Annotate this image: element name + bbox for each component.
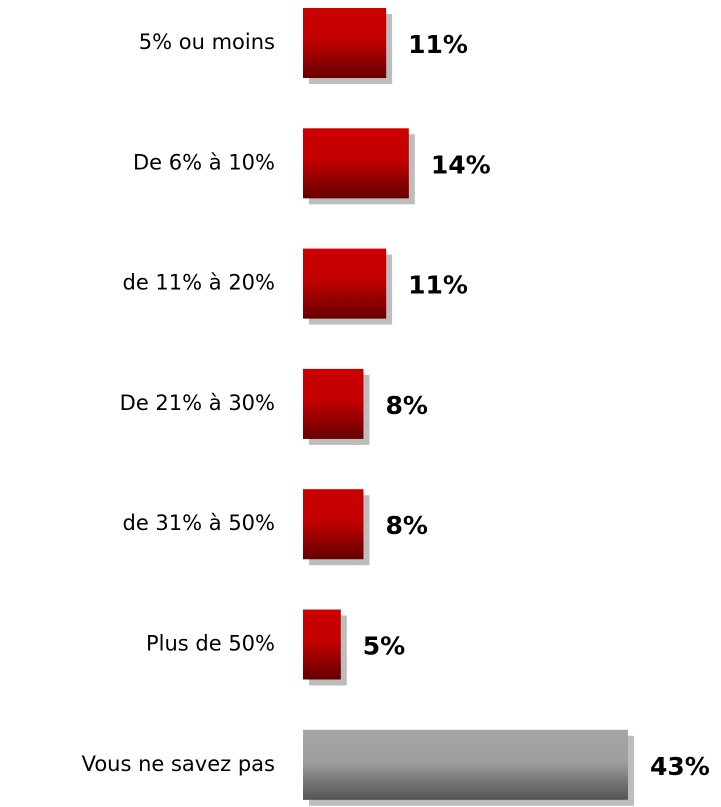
bar-shade xyxy=(303,368,364,439)
bar-shade xyxy=(303,8,387,78)
category-label: 5% ou moins xyxy=(139,30,275,54)
category-label: De 21% à 30% xyxy=(120,391,275,415)
bar-shade xyxy=(303,128,409,199)
value-label: 14% xyxy=(431,150,491,179)
bar-shade xyxy=(303,248,387,319)
value-label: 11% xyxy=(408,271,468,300)
category-label: Vous ne savez pas xyxy=(82,752,275,776)
value-label: 11% xyxy=(408,30,468,59)
category-label: Plus de 50% xyxy=(146,632,275,656)
value-label: 43% xyxy=(650,752,710,781)
category-label: De 6% à 10% xyxy=(133,150,275,174)
value-label: 5% xyxy=(363,632,405,661)
bar-shade xyxy=(303,609,341,680)
category-label: de 31% à 50% xyxy=(123,511,276,535)
category-label: de 11% à 20% xyxy=(123,271,276,295)
bar-shade xyxy=(303,729,628,800)
bar-shade xyxy=(303,489,364,560)
value-label: 8% xyxy=(385,391,427,420)
value-label: 8% xyxy=(385,511,427,540)
